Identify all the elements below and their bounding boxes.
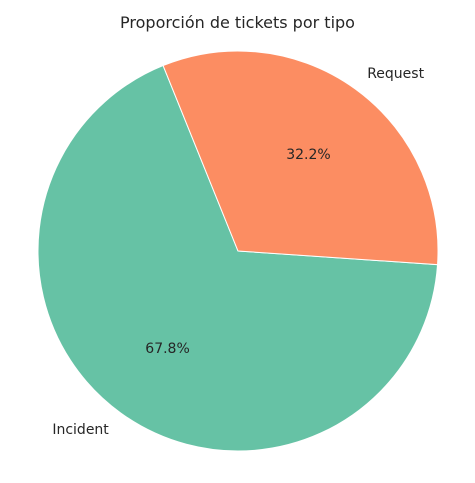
pie-labels: Incident 67.8% Request 32.2% xyxy=(52,66,424,438)
percent-label-request: 32.2% xyxy=(286,147,330,163)
pie-slice-incident xyxy=(37,64,439,452)
chart-title: Proporción de tickets por tipo xyxy=(120,13,355,32)
category-label-request: Request xyxy=(367,66,424,82)
pie-slice-request xyxy=(162,50,439,266)
pie-slices xyxy=(37,50,439,452)
percent-label-incident: 67.8% xyxy=(145,341,189,357)
category-label-incident: Incident xyxy=(52,422,109,438)
